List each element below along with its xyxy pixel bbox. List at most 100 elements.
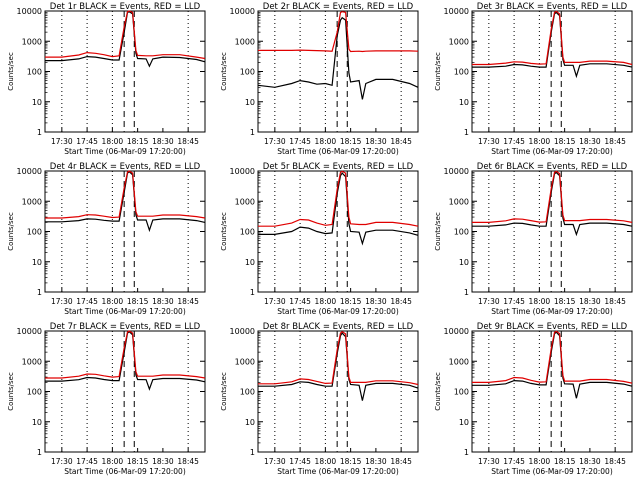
y-axis-label: Counts/sec — [7, 212, 15, 251]
x-tick-label: 18:30 — [579, 297, 601, 306]
x-tick-label: 18:45 — [390, 137, 412, 146]
events-series-line — [45, 11, 206, 68]
x-tick-label: 18:15 — [554, 137, 576, 146]
x-tick-label: 18:30 — [152, 457, 174, 466]
y-tick-label: 100 — [27, 68, 42, 77]
y-tick-label: 10000 — [17, 7, 42, 16]
x-tick-label: 18:45 — [604, 137, 626, 146]
panel-title: Det 4r BLACK = Events, RED = LLD — [50, 162, 201, 172]
x-tick-label: 18:30 — [152, 137, 174, 146]
x-tick-label: 17:45 — [503, 297, 525, 306]
x-tick-label: 17:30 — [478, 457, 500, 466]
y-tick-label: 100 — [454, 388, 469, 397]
events-series-line — [45, 330, 206, 391]
x-tick-label: 18:45 — [604, 297, 626, 306]
lld-series-line — [45, 330, 206, 379]
y-axis-label: Counts/sec — [220, 52, 228, 91]
x-tick-label: 17:30 — [51, 297, 73, 306]
y-axis-label: Counts/sec — [434, 372, 442, 411]
y-axis-label: Counts/sec — [220, 212, 228, 251]
x-tick-label: 18:30 — [579, 457, 601, 466]
chart-panel: 1 10 100 1000 10000 17:30 17:45 18:00 18:15 18:30… — [7, 162, 206, 316]
lld-series-line — [472, 170, 633, 223]
x-tick-label: 17:45 — [76, 297, 98, 306]
x-tick-label: 18:00 — [315, 457, 337, 466]
x-tick-label: 17:30 — [264, 137, 286, 146]
x-tick-label: 18:15 — [340, 457, 362, 466]
x-tick-label: 18:45 — [390, 297, 412, 306]
y-tick-label: 10000 — [17, 327, 42, 336]
x-tick-label: 18:30 — [365, 457, 387, 466]
y-tick-label: 1000 — [449, 37, 469, 46]
lld-series-line — [258, 170, 419, 227]
y-tick-label: 10000 — [444, 167, 469, 176]
lld-series-line — [258, 330, 419, 386]
x-tick-label: 18:15 — [554, 457, 576, 466]
x-tick-label: 18:00 — [102, 297, 124, 306]
x-tick-label: 18:45 — [177, 297, 199, 306]
chart-panel: 1 10 100 1000 10000 17:30 17:45 18:00 18:15 18:30… — [220, 2, 419, 156]
y-tick-label: 1 — [464, 128, 469, 137]
y-tick-label: 10 — [32, 258, 42, 267]
x-axis-label: Start Time (06-Mar-09 17:20:00) — [64, 307, 186, 316]
x-tick-label: 18:15 — [340, 137, 362, 146]
lld-series-line — [472, 10, 633, 66]
y-tick-label: 1000 — [235, 357, 255, 366]
y-tick-label: 10 — [245, 98, 255, 107]
y-tick-label: 1 — [37, 288, 42, 297]
y-tick-label: 10 — [32, 418, 42, 427]
x-tick-label: 18:30 — [365, 297, 387, 306]
y-tick-label: 1000 — [22, 37, 42, 46]
events-series-line — [472, 171, 633, 237]
y-tick-label: 10 — [459, 98, 469, 107]
x-tick-label: 18:00 — [529, 137, 551, 146]
chart-panel: 1 10 100 1000 10000 17:30 17:45 18:00 18:15 18:30… — [7, 2, 206, 156]
x-tick-label: 17:45 — [503, 457, 525, 466]
x-tick-label: 18:15 — [127, 137, 149, 146]
x-tick-label: 18:15 — [127, 457, 149, 466]
x-tick-label: 18:45 — [177, 457, 199, 466]
x-tick-label: 17:30 — [51, 137, 73, 146]
chart-panel: 1 10 100 1000 10000 17:30 17:45 18:00 18:15 18:30… — [220, 322, 419, 476]
y-tick-label: 10 — [245, 418, 255, 427]
y-tick-label: 100 — [240, 68, 255, 77]
x-tick-label: 17:30 — [264, 297, 286, 306]
x-axis-label: Start Time (06-Mar-09 17:20:00) — [64, 147, 186, 156]
events-series-line — [45, 170, 206, 233]
y-tick-label: 10000 — [230, 167, 255, 176]
x-tick-label: 18:00 — [315, 137, 337, 146]
panel-title: Det 3r BLACK = Events, RED = LLD — [477, 2, 628, 12]
x-tick-label: 18:45 — [177, 137, 199, 146]
events-series-line — [472, 11, 633, 79]
lld-series-line — [258, 11, 419, 53]
panel-title: Det 9r BLACK = Events, RED = LLD — [477, 322, 628, 332]
y-tick-label: 100 — [454, 68, 469, 77]
y-tick-label: 1 — [37, 448, 42, 457]
y-tick-label: 10000 — [230, 327, 255, 336]
x-tick-label: 18:15 — [340, 297, 362, 306]
x-tick-label: 18:30 — [152, 297, 174, 306]
panel-title: Det 2r BLACK = Events, RED = LLD — [263, 2, 414, 12]
x-tick-label: 18:00 — [102, 457, 124, 466]
y-tick-label: 100 — [27, 228, 42, 237]
y-tick-label: 1000 — [235, 197, 255, 206]
panel-title: Det 8r BLACK = Events, RED = LLD — [263, 322, 414, 332]
x-axis-label: Start Time (06-Mar-09 17:20:00) — [64, 467, 186, 476]
y-tick-label: 10 — [32, 98, 42, 107]
x-tick-label: 18:00 — [529, 457, 551, 466]
y-axis-label: Counts/sec — [434, 52, 442, 91]
y-tick-label: 1000 — [22, 197, 42, 206]
y-tick-label: 1000 — [449, 197, 469, 206]
x-tick-label: 18:15 — [554, 297, 576, 306]
x-tick-label: 18:30 — [579, 137, 601, 146]
x-tick-label: 17:45 — [76, 137, 98, 146]
y-axis-label: Counts/sec — [7, 52, 15, 91]
events-series-line — [258, 332, 419, 401]
x-tick-label: 18:00 — [315, 297, 337, 306]
events-series-line — [257, 16, 419, 100]
y-tick-label: 10000 — [230, 7, 255, 16]
panel-title: Det 1r BLACK = Events, RED = LLD — [50, 2, 201, 12]
x-tick-label: 17:30 — [51, 457, 73, 466]
